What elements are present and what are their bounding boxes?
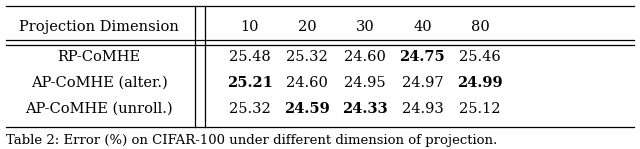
Text: 20: 20 — [298, 20, 317, 34]
Text: Table 2: Error (%) on CIFAR-100 under different dimension of projection.: Table 2: Error (%) on CIFAR-100 under di… — [6, 134, 498, 147]
Text: 30: 30 — [355, 20, 374, 34]
Text: AP-CoMHE (unroll.): AP-CoMHE (unroll.) — [26, 102, 173, 116]
Text: RP-CoMHE: RP-CoMHE — [58, 50, 141, 64]
Text: 25.48: 25.48 — [228, 50, 271, 64]
Text: 24.99: 24.99 — [457, 76, 503, 90]
Text: 24.33: 24.33 — [342, 102, 388, 116]
Text: 24.60: 24.60 — [286, 76, 328, 90]
Text: 24.97: 24.97 — [401, 76, 444, 90]
Text: 80: 80 — [470, 20, 490, 34]
Text: 25.21: 25.21 — [227, 76, 273, 90]
Text: 24.59: 24.59 — [284, 102, 330, 116]
Text: 25.32: 25.32 — [228, 102, 271, 116]
Text: 10: 10 — [241, 20, 259, 34]
Text: 25.46: 25.46 — [459, 50, 501, 64]
Text: AP-CoMHE (alter.): AP-CoMHE (alter.) — [31, 76, 168, 90]
Text: 25.32: 25.32 — [286, 50, 328, 64]
Text: 24.75: 24.75 — [399, 50, 445, 64]
Text: 24.93: 24.93 — [401, 102, 444, 116]
Text: 24.60: 24.60 — [344, 50, 386, 64]
Text: 40: 40 — [413, 20, 432, 34]
Text: 25.12: 25.12 — [460, 102, 500, 116]
Text: Projection Dimension: Projection Dimension — [19, 20, 179, 34]
Text: 24.95: 24.95 — [344, 76, 386, 90]
